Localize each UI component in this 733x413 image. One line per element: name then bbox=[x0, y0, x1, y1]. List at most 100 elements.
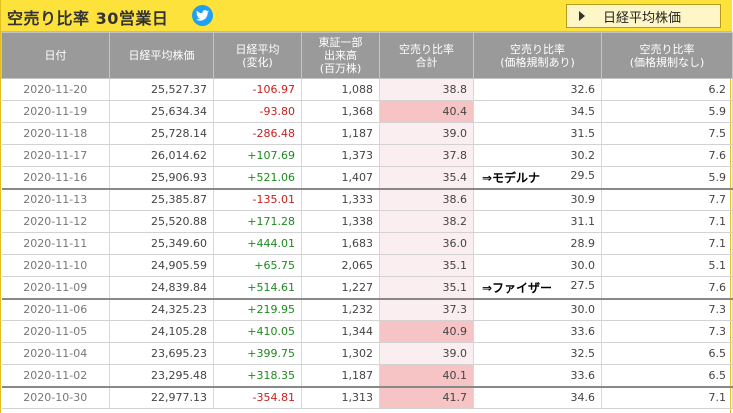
cell-reg-value: 31.5 bbox=[570, 127, 596, 140]
cell-reg-value: 32.6 bbox=[570, 83, 596, 96]
cell-nikkei: 22,977.13 bbox=[109, 386, 214, 409]
cell-date: 2020-11-05 bbox=[1, 320, 110, 343]
cell-date: 2020-11-10 bbox=[1, 254, 110, 277]
cell-total: 41.7 bbox=[379, 386, 474, 409]
cell-total: 39.0 bbox=[379, 122, 474, 145]
cell-total: 36.0 bbox=[379, 232, 474, 255]
cell-reg-value: 30.2 bbox=[570, 149, 596, 162]
cell-noreg: 7.7 bbox=[601, 188, 733, 211]
cell-volume: 1,227 bbox=[301, 276, 380, 300]
cell-total: 37.3 bbox=[379, 298, 474, 321]
title-bar: 空売り比率 30営業日 日経平均株価 bbox=[1, 0, 732, 32]
cell-volume: 1,407 bbox=[301, 166, 380, 190]
cell-total: 35.4 bbox=[379, 166, 474, 190]
cell-change: -286.48 bbox=[213, 122, 302, 145]
cell-reg-value: 30.9 bbox=[570, 193, 596, 207]
cell-date: 2020-11-13 bbox=[1, 188, 110, 211]
cell-volume: 1,338 bbox=[301, 210, 380, 233]
cell-reg: 30.2 bbox=[473, 144, 602, 167]
cell-total: 37.8 bbox=[379, 144, 474, 167]
column-header-line: 東証一部 bbox=[318, 36, 363, 49]
cell-reg: 31.5 bbox=[473, 122, 602, 145]
cell-reg: 28.9 bbox=[473, 232, 602, 255]
cell-total: 40.4 bbox=[379, 100, 474, 123]
cell-volume: 1,187 bbox=[301, 364, 380, 388]
cell-volume: 1,368 bbox=[301, 100, 380, 123]
twitter-bird-icon[interactable] bbox=[192, 5, 213, 26]
cell-volume: 1,313 bbox=[301, 386, 380, 409]
cell-noreg: 5.9 bbox=[601, 166, 733, 190]
column-header-change: 日経平均 (変化) bbox=[213, 32, 302, 79]
cell-nikkei: 23,695.23 bbox=[109, 342, 214, 365]
cell-nikkei: 25,527.37 bbox=[109, 78, 214, 101]
cell-nikkei: 25,728.14 bbox=[109, 122, 214, 145]
cell-noreg: 7.1 bbox=[601, 210, 733, 233]
column-header-line: 空売り比率 bbox=[639, 42, 695, 56]
column-header-total: 空売り比率 合計 bbox=[379, 32, 474, 79]
cell-date: 2020-11-11 bbox=[1, 232, 110, 255]
cell-reg-value: 33.6 bbox=[570, 325, 596, 338]
cell-date: 2020-11-09 bbox=[1, 276, 110, 300]
cell-change: -93.80 bbox=[213, 100, 302, 123]
cell-volume: 1,373 bbox=[301, 144, 380, 167]
column-header-line: 空売り比率 bbox=[510, 42, 565, 56]
cell-reg-value: 34.5 bbox=[570, 105, 596, 118]
cell-total: 35.1 bbox=[379, 254, 474, 277]
cell-change: -106.97 bbox=[213, 78, 302, 101]
cell-change: +65.75 bbox=[213, 254, 302, 277]
column-header-line: 日経平均株価 bbox=[128, 49, 195, 62]
cell-change: +219.95 bbox=[213, 298, 302, 321]
cell-volume: 1,683 bbox=[301, 232, 380, 255]
table-row: 2020-11-10 24,905.59 +65.75 2,065 35.1 30.0 5.… bbox=[1, 254, 733, 277]
column-header-line: (価格規制あり) bbox=[500, 55, 575, 69]
table-row: 2020-11-11 25,349.60 +444.01 1,683 36.0 28.9 7… bbox=[1, 232, 733, 255]
cell-reg-value: 29.5 bbox=[570, 168, 596, 182]
cell-date: 2020-11-16 bbox=[1, 166, 110, 190]
cell-nikkei: 24,839.84 bbox=[109, 276, 214, 300]
cell-total: 38.8 bbox=[379, 78, 474, 101]
cell-reg: ⇒ファイザー 27.5 bbox=[473, 276, 602, 300]
cell-date: 2020-11-04 bbox=[1, 342, 110, 365]
cell-noreg: 6.5 bbox=[601, 342, 733, 365]
twitter-bird-glyph bbox=[196, 10, 209, 21]
cell-noreg: 5.1 bbox=[601, 254, 733, 277]
column-header-line: 合計 bbox=[415, 55, 438, 69]
cell-reg: 34.6 bbox=[473, 386, 602, 409]
cell-nikkei: 26,014.62 bbox=[109, 144, 214, 167]
table-row: 2020-10-30 22,977.13 -354.81 1,313 41.7 34.6 7… bbox=[1, 386, 733, 409]
cell-reg-value: 34.6 bbox=[570, 391, 596, 405]
table-row: 2020-11-13 25,385.87 -135.01 1,333 38.6 30.9 7… bbox=[1, 188, 733, 211]
cell-nikkei: 25,349.60 bbox=[109, 232, 214, 255]
table-row: 2020-11-16 25,906.93 +521.06 1,407 35.4 ⇒モデルナ… bbox=[1, 166, 733, 190]
cell-change: +444.01 bbox=[213, 232, 302, 255]
cell-total: 38.6 bbox=[379, 188, 474, 211]
cell-date: 2020-11-17 bbox=[1, 144, 110, 167]
column-header-noreg: 空売り比率 (価格規制なし) bbox=[601, 32, 733, 79]
table-row: 2020-11-04 23,695.23 +399.75 1,302 39.0 32.5 6… bbox=[1, 342, 733, 365]
table-row: 2020-11-19 25,634.34 -93.80 1,368 40.4 34.5 5.… bbox=[1, 100, 733, 123]
cell-reg: 30.9 bbox=[473, 188, 602, 211]
cell-volume: 1,232 bbox=[301, 298, 380, 321]
column-header-date: 日付 bbox=[1, 32, 110, 79]
column-header-line: 空売り比率 bbox=[399, 42, 454, 56]
table-row: 2020-11-02 23,295.48 +318.35 1,187 40.1 33.6 6… bbox=[1, 364, 733, 388]
table-row: 2020-11-18 25,728.14 -286.48 1,187 39.0 31.5 7… bbox=[1, 122, 733, 145]
cell-reg-value: 31.1 bbox=[570, 215, 596, 228]
table-row: 2020-11-17 26,014.62 +107.69 1,373 37.8 30.2 7… bbox=[1, 144, 733, 167]
cell-volume: 1,088 bbox=[301, 78, 380, 101]
cell-volume: 1,302 bbox=[301, 342, 380, 365]
column-header-line: 日経平均 bbox=[235, 42, 280, 56]
cell-reg-value: 32.5 bbox=[570, 347, 596, 360]
nikkei-average-button[interactable]: 日経平均株価 bbox=[566, 4, 721, 28]
column-header-reg: 空売り比率 (価格規制あり) bbox=[473, 32, 602, 79]
nikkei-button-label: 日経平均株価 bbox=[603, 10, 682, 26]
cell-date: 2020-11-19 bbox=[1, 100, 110, 123]
cell-noreg: 5.9 bbox=[601, 100, 733, 123]
cell-reg: 33.6 bbox=[473, 364, 602, 388]
cell-total: 35.1 bbox=[379, 276, 474, 300]
cell-nikkei: 25,520.88 bbox=[109, 210, 214, 233]
cell-change: +107.69 bbox=[213, 144, 302, 167]
table-row: 2020-11-06 24,325.23 +219.95 1,232 37.3 30.0 7… bbox=[1, 298, 733, 321]
cell-total: 39.0 bbox=[379, 342, 474, 365]
